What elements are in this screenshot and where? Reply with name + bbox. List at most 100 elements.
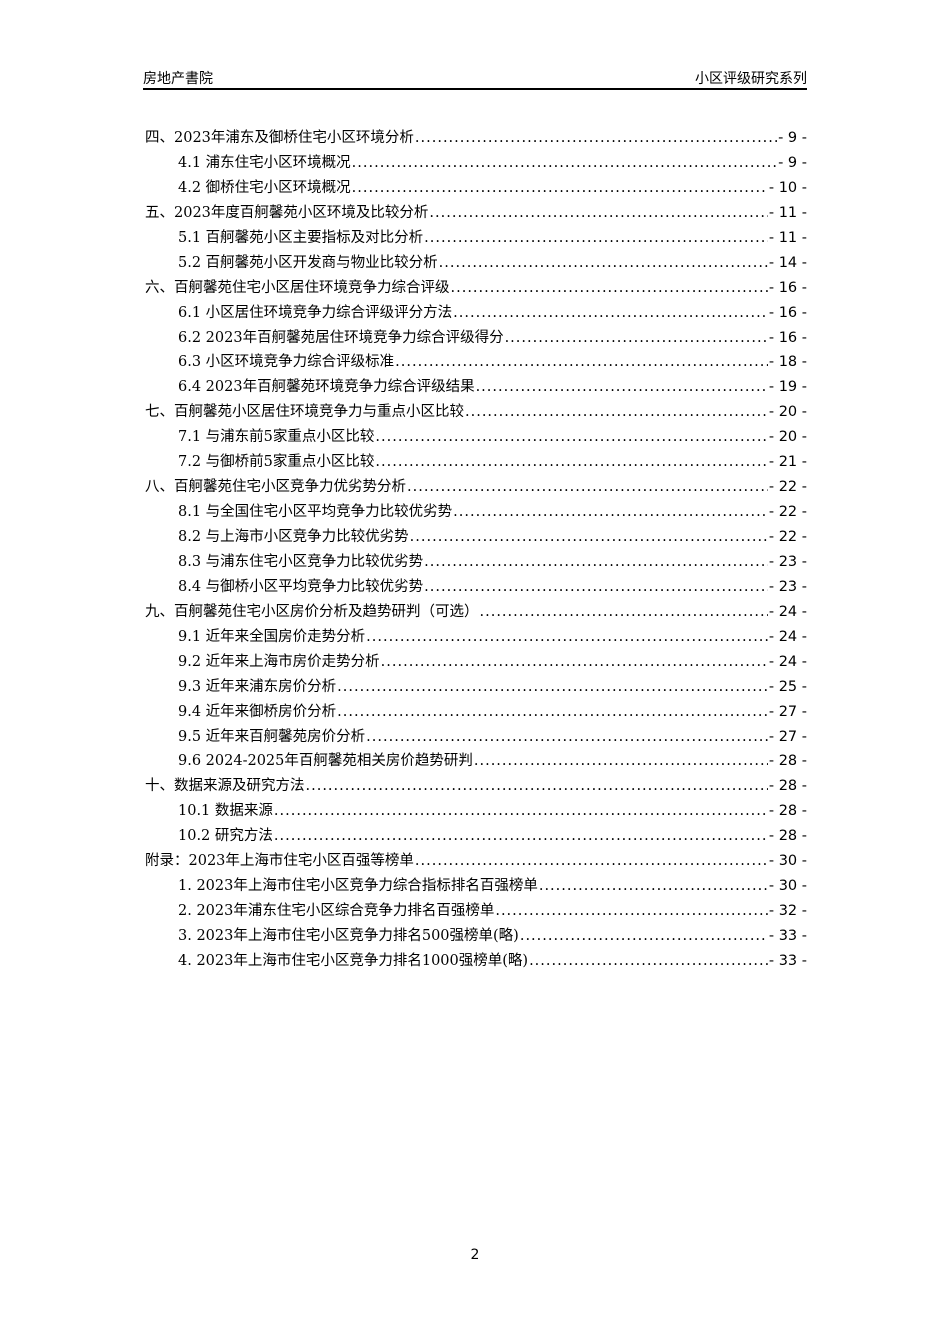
toc-section-entry[interactable]: 9.1 近年来全国房价走势分析 - 24 - [145,625,807,650]
dot-leader [352,155,777,171]
toc-section-entry[interactable]: 6.2 2023年百舸馨苑居住环境竞争力综合评级得分 - 16 - [145,326,807,351]
toc-entry-title: 8.4 与御桥小区平均竞争力比较优劣势 [178,578,424,595]
toc-section-entry[interactable]: 6.4 2023年百舸馨苑环境竞争力综合评级结果 - 19 - [145,375,807,400]
toc-section-entry[interactable]: 8.2 与上海市小区竞争力比较优劣势 - 22 - [145,525,807,550]
toc-entry-page: - 27 - [768,703,807,720]
toc-entry-page: - 11 - [768,229,807,246]
toc-section-entry[interactable]: 5.2 百舸馨苑小区开发商与物业比较分析 - 14 - [145,251,807,276]
toc-chapter-entry[interactable]: 十、数据来源及研究方法 - 28 - [145,774,807,799]
toc-entry-page: - 16 - [768,279,807,296]
toc-entry-page: - 28 - [768,828,807,845]
toc-entry-title: 7.2 与御桥前5家重点小区比较 [178,454,375,471]
dot-leader [453,305,768,321]
toc-entry-title: 6.3 小区环境竞争力综合评级标准 [178,354,395,371]
toc-entry-page: - 25 - [768,678,807,695]
toc-entry-page: - 30 - [768,878,807,895]
toc-entry-page: - 9 - [778,130,807,146]
dot-leader [274,803,768,819]
toc-section-entry[interactable]: 6.3 小区环境竞争力综合评级标准 - 18 - [145,350,807,375]
toc-entry-page: - 22 - [768,479,807,496]
toc-entry-title: 5.2 百舸馨苑小区开发商与物业比较分析 [178,254,438,271]
toc-entry-page: - 14 - [768,254,807,271]
dot-leader [495,903,768,919]
toc-entry-title: 10.1 数据来源 [178,803,273,820]
toc-chapter-entry[interactable]: 六、百舸馨苑住宅小区居住环境竞争力综合评级 - 16 - [145,276,807,301]
toc-entry-page: - 10 - [768,179,807,196]
toc-section-entry[interactable]: 10.2 研究方法 - 28 - [145,824,807,849]
toc-entry-page: - 20 - [768,404,807,421]
toc-section-entry[interactable]: 8.1 与全国住宅小区平均竞争力比较优劣势 - 22 - [145,500,807,525]
dot-leader [424,230,768,246]
toc-section-entry[interactable]: 6.1 小区居住环境竞争力综合评级评分方法 - 16 - [145,301,807,326]
toc-section-entry[interactable]: 7.1 与浦东前5家重点小区比较 - 20 - [145,425,807,450]
toc-section-entry[interactable]: 4.1 浦东住宅小区环境概况 - 9 - [145,151,807,176]
toc-section-entry[interactable]: 3. 2023年上海市住宅小区竞争力排名500强榜单(略) - 33 - [145,924,807,949]
dot-leader [424,554,768,570]
toc-section-entry[interactable]: 10.1 数据来源 - 28 - [145,799,807,824]
toc-entry-title: 9.2 近年来上海市房价走势分析 [178,653,380,670]
dot-leader [480,604,768,620]
dot-leader [375,454,767,470]
toc-entry-title: 附录：2023年上海市住宅小区百强等榜单 [145,853,414,870]
toc-chapter-entry[interactable]: 五、2023年度百舸馨苑小区环境及比较分析 - 11 - [145,201,807,226]
toc-section-entry[interactable]: 8.3 与浦东住宅小区竞争力比较优劣势 - 23 - [145,550,807,575]
toc-entry-title: 4.1 浦东住宅小区环境概况 [178,154,351,171]
toc-section-entry[interactable]: 4.2 御桥住宅小区环境概况 - 10 - [145,176,807,201]
dot-leader [529,953,768,969]
toc-section-entry[interactable]: 9.4 近年来御桥房价分析 - 27 - [145,700,807,725]
toc-entry-page: - 24 - [768,653,807,670]
toc-entry-page: - 24 - [768,603,807,620]
toc-entry-title: 7.1 与浦东前5家重点小区比较 [178,429,375,446]
dot-leader [366,629,768,645]
toc-entry-page: - 23 - [768,578,807,595]
toc-section-entry[interactable]: 5.1 百舸馨苑小区主要指标及对比分析 - 11 - [145,226,807,251]
dot-leader [451,280,768,296]
toc-entry-page: - 27 - [768,728,807,745]
toc-entry-title: 6.4 2023年百舸馨苑环境竞争力综合评级结果 [178,379,475,396]
dot-leader [337,704,768,720]
toc-chapter-entry[interactable]: 四、2023年浦东及御桥住宅小区环境分析 - 9 - [145,126,807,151]
dot-leader [306,778,768,794]
dot-leader [352,180,768,196]
toc-entry-title: 4. 2023年上海市住宅小区竞争力排名1000强榜单(略) [178,952,529,969]
dot-leader [395,354,768,370]
toc-section-entry[interactable]: 2. 2023年浦东住宅小区综合竞争力排名百强榜单 - 32 - [145,899,807,924]
toc-entry-title: 3. 2023年上海市住宅小区竞争力排名500强榜单(略) [178,928,519,944]
toc-chapter-entry[interactable]: 附录：2023年上海市住宅小区百强等榜单 - 30 - [145,849,807,874]
toc-section-entry[interactable]: 4. 2023年上海市住宅小区竞争力排名1000强榜单(略) - 33 - [145,949,807,974]
toc-entry-page: - 16 - [768,304,807,321]
toc-entry-title: 9.3 近年来浦东房价分析 [178,678,337,695]
toc-chapter-entry[interactable]: 八、百舸馨苑住宅小区竞争力优劣势分析 - 22 - [145,475,807,500]
toc-entry-title: 七、百舸馨苑小区居住环境竞争力与重点小区比较 [145,404,464,421]
toc-entry-page: - 9 - [778,154,807,171]
toc-entry-title: 8.3 与浦东住宅小区竞争力比较优劣势 [178,553,424,570]
toc-entry-page: - 21 - [768,454,807,471]
toc-section-entry[interactable]: 8.4 与御桥小区平均竞争力比较优劣势 - 23 - [145,575,807,600]
toc-entry-page: - 22 - [768,529,807,545]
toc-entry-title: 1. 2023年上海市住宅小区竞争力综合指标排名百强榜单 [178,878,538,895]
toc-section-entry[interactable]: 1. 2023年上海市住宅小区竞争力综合指标排名百强榜单 - 30 - [145,874,807,899]
dot-leader [474,753,768,769]
toc-entry-title: 十、数据来源及研究方法 [145,778,305,795]
toc-section-entry[interactable]: 9.6 2024-2025年百舸馨苑相关房价趋势研判 - 28 - [145,749,807,774]
toc-section-entry[interactable]: 7.2 与御桥前5家重点小区比较 - 21 - [145,450,807,475]
dot-leader [415,130,777,146]
toc-entry-title: 5.1 百舸馨苑小区主要指标及对比分析 [178,229,424,246]
dot-leader [375,429,767,445]
toc-chapter-entry[interactable]: 七、百舸馨苑小区居住环境竞争力与重点小区比较 - 20 - [145,400,807,425]
toc-chapter-entry[interactable]: 九、百舸馨苑住宅小区房价分析及趋势研判（可选） - 24 - [145,600,807,625]
toc-section-entry[interactable]: 9.2 近年来上海市房价走势分析 - 24 - [145,650,807,675]
toc-section-entry[interactable]: 9.5 近年来百舸馨苑房价分析 - 27 - [145,725,807,750]
toc-entry-title: 五、2023年度百舸馨苑小区环境及比较分析 [145,204,429,221]
toc-entry-page: - 32 - [768,903,807,920]
toc-entry-page: - 33 - [768,952,807,969]
toc-section-entry[interactable]: 9.3 近年来浦东房价分析 - 25 - [145,675,807,700]
toc-entry-title: 六、百舸馨苑住宅小区居住环境竞争力综合评级 [145,279,450,296]
header-publisher: 房地产書院 [143,71,213,87]
toc-entry-title: 9.5 近年来百舸馨苑房价分析 [178,728,366,745]
toc-entry-title: 4.2 御桥住宅小区环境概况 [178,179,351,196]
dot-leader [439,255,768,271]
toc-entry-page: - 19 - [768,379,807,396]
table-of-contents: 四、2023年浦东及御桥住宅小区环境分析 - 9 - 4.1 浦东住宅小区环境概况 -… [145,126,807,974]
toc-entry-page: - 16 - [768,329,807,346]
